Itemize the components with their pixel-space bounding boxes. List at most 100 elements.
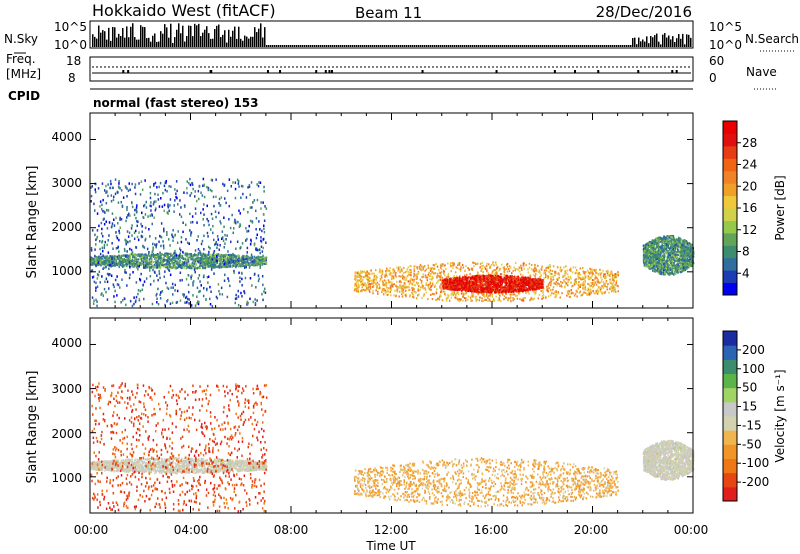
heatmap-cell — [153, 182, 155, 186]
heatmap-cell — [165, 180, 167, 183]
heatmap-cell — [172, 256, 174, 259]
heatmap-cell — [617, 273, 619, 276]
heatmap-cell — [491, 285, 493, 288]
heatmap-cell — [168, 238, 170, 241]
heatmap-cell — [132, 271, 134, 274]
heatmap-cell — [530, 298, 532, 301]
heatmap-cell — [435, 298, 438, 301]
heatmap-cell — [381, 288, 384, 291]
heatmap-cell — [150, 201, 152, 204]
heatmap-cell — [226, 260, 229, 263]
heatmap-cell — [149, 204, 151, 207]
heatmap-cell — [557, 292, 560, 295]
heatmap-cell — [363, 270, 366, 273]
heatmap-cell — [423, 293, 425, 296]
heatmap-cell — [159, 276, 161, 280]
noise-bar — [376, 45, 378, 47]
heatmap-cell — [223, 184, 225, 187]
heatmap-cell — [215, 215, 217, 219]
heatmap-cell — [133, 263, 136, 266]
heatmap-cell — [264, 287, 266, 291]
heatmap-cell — [615, 280, 618, 282]
heatmap-cell — [591, 281, 594, 284]
heatmap-cell — [202, 255, 204, 258]
heatmap-cell — [179, 259, 182, 262]
heatmap-cell — [566, 294, 568, 297]
heatmap-cell — [98, 263, 101, 266]
heatmap-cell — [523, 262, 525, 265]
heatmap-cell — [382, 283, 384, 286]
heatmap-cell — [499, 273, 502, 275]
heatmap-cell — [431, 271, 433, 274]
heatmap-cell — [159, 293, 161, 296]
heatmap-cell — [190, 192, 193, 195]
heatmap-cell — [153, 184, 155, 187]
noise-bar — [394, 45, 396, 47]
heatmap-cell — [245, 261, 247, 264]
heatmap-cell — [613, 277, 615, 280]
heatmap-cell — [133, 253, 135, 256]
heatmap-cell — [249, 243, 252, 246]
heatmap-cell — [219, 255, 222, 258]
heatmap-cell — [185, 262, 188, 265]
heatmap-cell — [575, 282, 578, 285]
heatmap-cell — [430, 285, 433, 287]
heatmap-cell — [435, 292, 438, 295]
heatmap-cell — [250, 253, 253, 257]
heatmap-cell — [440, 268, 443, 271]
heatmap-cell — [245, 264, 247, 267]
heatmap-cell — [206, 263, 209, 266]
heatmap-cell — [606, 285, 608, 288]
heatmap-cell — [413, 274, 416, 277]
heatmap-cell — [583, 283, 586, 285]
heatmap-cell — [167, 212, 169, 215]
heatmap-cell — [481, 291, 483, 294]
freq-tick-top: 18 — [66, 54, 81, 68]
heatmap-cell — [102, 254, 104, 257]
heatmap-cell — [121, 263, 124, 266]
heatmap-cell — [184, 258, 186, 261]
heatmap-cell — [140, 264, 142, 267]
heatmap-cell — [208, 250, 210, 254]
heatmap-cell — [582, 280, 585, 283]
heatmap-cell — [174, 267, 177, 270]
noise-bar — [544, 45, 546, 47]
heatmap-cell — [578, 292, 581, 294]
heatmap-cell — [165, 266, 167, 269]
heatmap-cell — [110, 182, 112, 186]
heatmap-cell — [455, 266, 458, 269]
heatmap-cell — [210, 263, 213, 266]
heatmap-cell — [542, 287, 545, 290]
heatmap-cell — [190, 231, 193, 234]
heatmap-cell — [109, 179, 112, 183]
heatmap-cell — [596, 280, 598, 283]
noise-bar — [372, 45, 374, 47]
heatmap-cell — [539, 276, 541, 279]
heatmap-cell — [167, 206, 170, 209]
heatmap-cell — [106, 263, 108, 266]
heatmap-cell — [185, 277, 188, 281]
heatmap-cell — [420, 281, 423, 284]
noise-bar — [290, 45, 292, 47]
heatmap-cell — [563, 279, 565, 282]
heatmap-cell — [117, 283, 120, 287]
heatmap-cell — [212, 255, 215, 258]
heatmap-cell — [102, 249, 104, 253]
heatmap-cell — [397, 288, 399, 291]
noise-tick-bottom-right: 10^0 — [709, 38, 742, 52]
heatmap-cell — [164, 263, 166, 266]
heatmap-cell — [147, 265, 149, 268]
heatmap-cell — [258, 181, 260, 184]
heatmap-cell — [421, 283, 423, 286]
heatmap-cell — [103, 287, 106, 291]
heatmap-cell — [372, 279, 375, 282]
heatmap-cell — [224, 261, 227, 264]
heatmap-cell — [138, 298, 140, 301]
heatmap-cell — [97, 264, 99, 267]
heatmap-cell — [247, 186, 249, 189]
heatmap-cell — [421, 276, 423, 279]
heatmap-cell — [241, 264, 244, 267]
heatmap-cell — [260, 261, 262, 264]
heatmap-cell — [412, 295, 414, 298]
heatmap-cell — [176, 196, 178, 200]
